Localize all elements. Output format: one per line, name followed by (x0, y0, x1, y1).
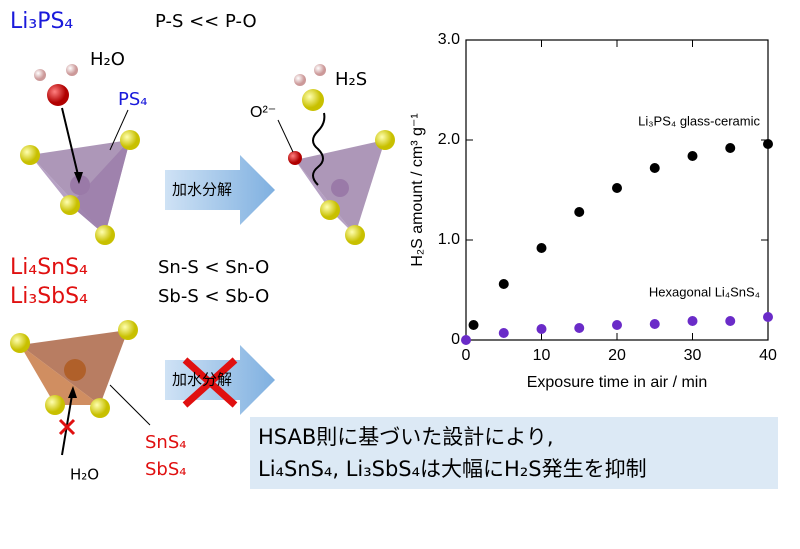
y-axis-label: H₂S amount / cm³ g⁻¹ (409, 113, 426, 266)
point (687, 316, 698, 326)
label: P-S << P-O (155, 11, 257, 32)
point (498, 279, 509, 289)
label: Li₄SnS₄ (10, 255, 88, 280)
arrow-label: 加水分解 (172, 181, 232, 199)
point (461, 335, 471, 345)
y-tick-label: 2.0 (438, 131, 460, 148)
point (498, 328, 509, 338)
label: PS₄ (118, 89, 148, 110)
x-tick-label: 20 (608, 347, 626, 364)
conclusion-text: Li₄SnS₄, Li₃SbS₄は大幅にH₂S発生を抑制 (258, 457, 647, 481)
point (536, 243, 547, 253)
point (687, 151, 698, 161)
point (725, 143, 736, 153)
label: Li₃SbS₄ (10, 284, 88, 309)
point (612, 183, 622, 193)
point (763, 139, 773, 149)
y-tick-label: 3.0 (438, 31, 460, 48)
x-tick-label: 40 (759, 347, 777, 364)
point (725, 316, 736, 326)
y-tick-label: 1.0 (438, 231, 460, 248)
conclusion-box (250, 417, 778, 489)
label: SnS₄ (145, 432, 186, 453)
label: H₂S (335, 69, 367, 90)
label: Li₃PS₄ (10, 9, 73, 34)
legend-label: Hexagonal Li₄SnS₄ (649, 284, 760, 299)
ps4-tetrahedron (20, 64, 140, 245)
sns4-tetrahedron (10, 320, 151, 456)
x-axis-label: Exposure time in air / min (527, 374, 708, 391)
label: H₂O (70, 466, 99, 484)
x-tick-label: 0 (462, 347, 471, 364)
label: O²⁻ (250, 104, 276, 121)
x-tick-label: 30 (684, 347, 702, 364)
point (649, 163, 660, 173)
point (468, 320, 479, 330)
point (763, 312, 773, 322)
point (536, 324, 547, 334)
label: Sn-S < Sn-O (158, 257, 269, 278)
label: H₂O (90, 49, 125, 70)
x-tick-label: 10 (533, 347, 551, 364)
label: Sb-S < Sb-O (158, 286, 269, 307)
arrow-label: 加水分解 (172, 371, 232, 389)
conclusion-text: HSAB則に基づいた設計により, (258, 425, 554, 449)
cross (182, 357, 238, 408)
y-tick-label: 0 (451, 331, 460, 348)
ps4-after (277, 64, 395, 245)
point (649, 319, 660, 329)
point (574, 207, 585, 217)
point (574, 323, 585, 333)
arrow (165, 155, 275, 225)
legend-label: Li₃PS₄ glass-ceramic (638, 113, 760, 128)
label: SbS₄ (145, 459, 187, 480)
point (612, 320, 622, 330)
